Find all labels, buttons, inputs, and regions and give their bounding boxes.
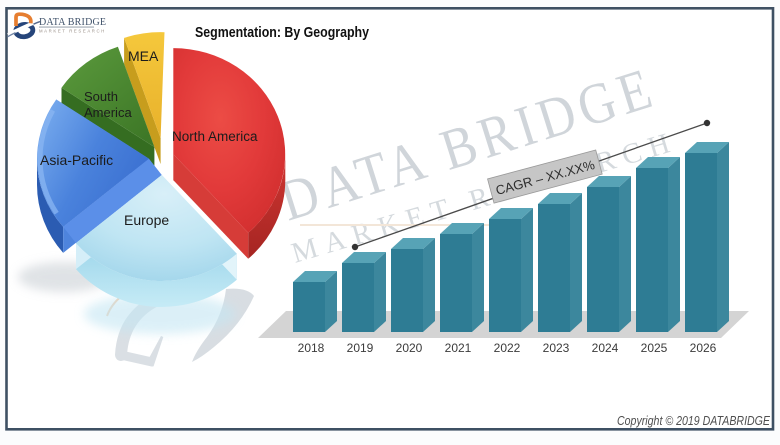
svg-text:MEA: MEA <box>128 48 159 64</box>
svg-text:Asia-Pacific: Asia-Pacific <box>40 152 113 168</box>
svg-text:MARKET RESEARCH: MARKET RESEARCH <box>39 29 106 34</box>
svg-text:Europe: Europe <box>124 212 169 228</box>
svg-text:Segmentation: By Geography: Segmentation: By Geography <box>195 24 370 41</box>
svg-text:2020: 2020 <box>396 341 423 355</box>
svg-text:2025: 2025 <box>641 341 668 355</box>
svg-text:2024: 2024 <box>592 341 619 355</box>
svg-text:2019: 2019 <box>347 341 374 355</box>
svg-text:South: South <box>84 89 118 104</box>
svg-text:DATA BRIDGE: DATA BRIDGE <box>39 17 106 28</box>
svg-text:2023: 2023 <box>543 341 570 355</box>
svg-text:2022: 2022 <box>494 341 521 355</box>
svg-text:Copyright © 2019 DATABRIDGE: Copyright © 2019 DATABRIDGE <box>617 414 771 428</box>
svg-text:North America: North America <box>172 129 258 144</box>
svg-text:2018: 2018 <box>298 341 325 355</box>
svg-text:2026: 2026 <box>690 341 717 355</box>
svg-text:2021: 2021 <box>445 341 472 355</box>
svg-text:America: America <box>84 105 132 120</box>
